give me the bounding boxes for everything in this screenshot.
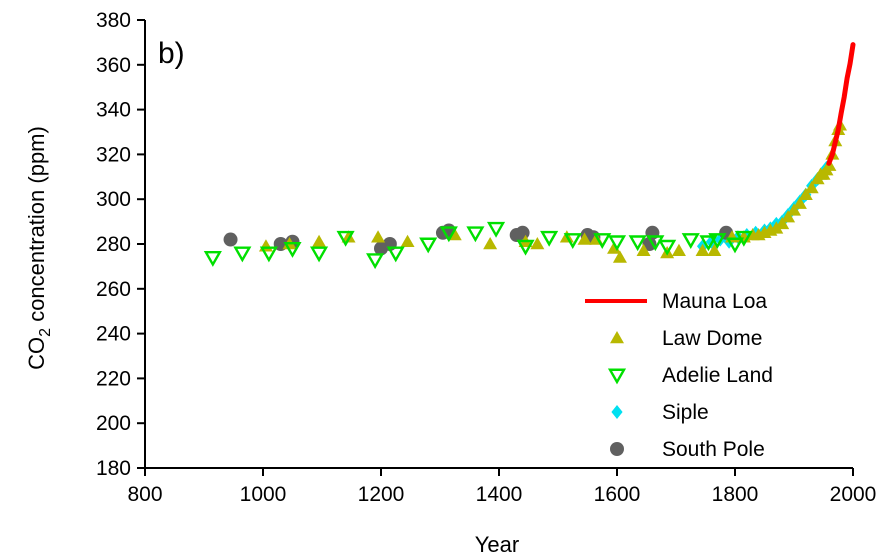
data-point-south-pole (515, 225, 530, 240)
axes: 180 200 220 240 260 280 300 320 340 360 380 800 1000… (96, 9, 876, 506)
data-point-law-dome (312, 234, 327, 248)
data-point-adelie-land (646, 235, 665, 252)
legend-swatch (607, 368, 627, 385)
data-point-adelie-land (734, 230, 753, 247)
data-point-law-dome (671, 243, 686, 256)
data-point-law-dome (400, 234, 415, 248)
legend-swatch (610, 442, 624, 456)
data-point-adelie-land (283, 242, 302, 258)
data-point-adelie-land (366, 253, 385, 270)
data-point-law-dome (636, 243, 651, 256)
data-point-adelie-land (540, 230, 559, 247)
data-point-adelie-land (593, 233, 612, 249)
y-tick-label: 320 (96, 143, 131, 166)
data-point-law-dome (804, 181, 819, 194)
data-point-south-pole (642, 237, 657, 251)
data-point-law-dome (792, 196, 807, 209)
data-point-adelie-land (607, 235, 627, 252)
data-point-adelie-land (658, 239, 677, 256)
legend-label: Law Dome (662, 327, 762, 350)
y-tick-label: 340 (96, 99, 131, 122)
data-point-south-pole (223, 232, 238, 247)
data-point-law-dome (258, 239, 273, 252)
panel-label: b) (158, 37, 185, 70)
data-point-law-dome (798, 187, 813, 200)
data-point-adelie-land (725, 237, 745, 254)
series-line-mauna-loa (826, 42, 856, 166)
legend-item-law-dome: Law Dome (610, 327, 762, 350)
legend-item-south-pole: South Pole (610, 438, 765, 461)
y-axis-title: CO2 concentration (ppm) (24, 126, 54, 370)
data-point-adelie-land (628, 235, 647, 252)
data-point-adelie-land (309, 246, 329, 263)
y-tick-label: 300 (96, 188, 131, 211)
y-axis-title-rest: concentration (ppm) (24, 126, 49, 328)
data-point-law-dome (483, 237, 498, 250)
data-point-adelie-land (563, 233, 582, 249)
series-adelie-land (203, 221, 753, 270)
legend-label: South Pole (662, 438, 765, 461)
legend: Mauna Loa Law Dome Adelie Land Siple South P… (585, 290, 773, 461)
data-point-law-dome (371, 230, 386, 243)
x-tick-label: 1800 (712, 483, 759, 506)
y-tick-label: 280 (96, 233, 131, 256)
plot-area (203, 42, 856, 270)
legend-label: Mauna Loa (662, 290, 767, 313)
data-point-adelie-land (203, 250, 222, 267)
legend-swatch (611, 405, 623, 419)
data-point-law-dome (787, 203, 801, 216)
y-axis-title-sub: 2 (37, 328, 54, 337)
data-point-law-dome (530, 237, 545, 250)
data-point-adelie-land (708, 233, 727, 249)
y-tick-label: 220 (96, 367, 131, 390)
data-point-law-dome (775, 216, 790, 230)
legend-item-adelie-land: Adelie Land (607, 364, 773, 387)
x-tick-label: 2000 (830, 483, 877, 506)
y-tick-label: 260 (96, 278, 131, 301)
y-tick-label: 200 (96, 412, 131, 435)
x-tick-label: 1400 (476, 483, 523, 506)
data-point-adelie-land (486, 221, 506, 238)
data-point-adelie-land (419, 237, 438, 254)
legend-item-siple: Siple (611, 401, 709, 424)
data-point-law-dome (607, 241, 622, 254)
data-point-adelie-land (516, 239, 535, 256)
legend-swatch (610, 331, 624, 344)
data-point-adelie-land (681, 233, 700, 249)
data-point-law-dome (577, 232, 592, 245)
data-point-adelie-land (233, 246, 252, 263)
data-point-adelie-land (259, 246, 278, 263)
y-axis-title-main: CO (24, 337, 49, 370)
legend-label: Siple (662, 401, 709, 424)
data-point-adelie-land (439, 226, 458, 243)
data-point-adelie-land (386, 246, 405, 263)
legend-label: Adelie Land (662, 364, 773, 387)
x-tick-label: 1000 (240, 483, 287, 506)
data-point-adelie-land (336, 230, 355, 247)
x-tick-label: 1600 (594, 483, 641, 506)
legend-item-mauna-loa: Mauna Loa (585, 290, 767, 313)
y-tick-label: 180 (96, 457, 131, 480)
y-tick-label: 360 (96, 54, 131, 77)
data-point-law-dome (695, 243, 710, 256)
series-mauna-loa (826, 42, 856, 166)
data-point-adelie-land (699, 235, 718, 252)
y-tick-label: 240 (96, 323, 131, 346)
data-point-law-dome (341, 230, 356, 243)
data-point-law-dome (781, 210, 796, 223)
x-tick-label: 800 (127, 483, 162, 506)
x-tick-label: 1200 (358, 483, 405, 506)
x-axis-title: Year (475, 532, 519, 555)
y-tick-label: 380 (96, 9, 131, 32)
data-point-law-dome (612, 250, 627, 263)
data-point-law-dome (707, 243, 722, 256)
data-point-adelie-land (466, 226, 485, 243)
